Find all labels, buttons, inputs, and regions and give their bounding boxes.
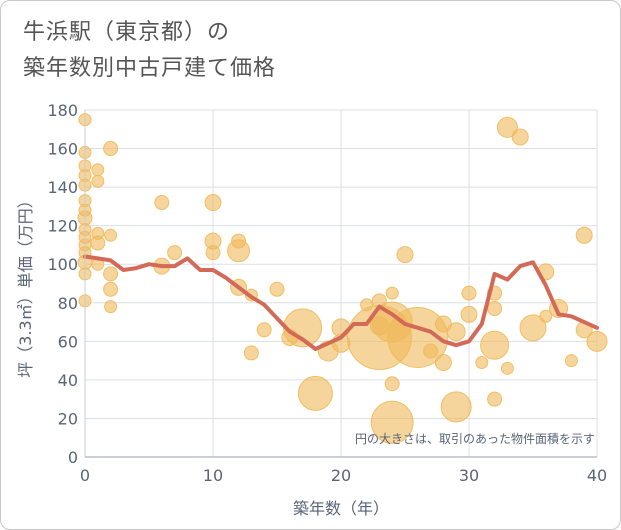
data-bubble	[460, 305, 478, 323]
data-bubble	[269, 281, 285, 297]
data-bubble	[243, 345, 259, 361]
data-bubble	[91, 226, 105, 240]
data-bubble	[487, 391, 503, 407]
data-bubble	[385, 286, 399, 300]
y-tick-label: 40	[58, 371, 78, 390]
data-bubble	[204, 194, 222, 212]
data-bubble	[480, 330, 510, 360]
grid	[84, 109, 598, 458]
data-bubble	[297, 375, 333, 411]
data-bubble	[475, 356, 489, 370]
data-bubble	[511, 128, 529, 146]
data-bubble	[360, 298, 374, 312]
x-tick-label: 40	[587, 466, 607, 485]
data-bubble	[564, 354, 578, 368]
data-bubble	[103, 281, 119, 297]
y-tick-label: 0	[68, 448, 78, 467]
x-tick-label: 30	[459, 466, 479, 485]
data-bubble	[103, 266, 119, 282]
y-tick-label: 120	[47, 217, 78, 236]
data-bubble	[434, 315, 452, 333]
data-bubble	[586, 330, 608, 352]
average-line-series	[83, 254, 599, 351]
y-tick-label: 20	[58, 409, 78, 428]
data-bubble	[487, 301, 503, 317]
size-annotation: 円の大きさは、取引のあった物件面積を示す	[355, 431, 595, 446]
y-tick-label: 100	[47, 255, 78, 274]
data-bubble	[440, 391, 472, 423]
data-bubble	[434, 354, 452, 372]
data-bubble	[103, 141, 119, 157]
chart-title: 牛浜駅（東京都）の 築年数別中古戸建て価格	[23, 15, 276, 87]
data-bubble	[91, 163, 105, 177]
data-bubble	[167, 245, 183, 261]
bubble-series	[77, 113, 608, 444]
data-bubble	[519, 314, 547, 342]
data-bubble	[384, 376, 400, 392]
data-bubble	[256, 322, 272, 338]
data-bubble	[461, 285, 477, 301]
data-bubble	[91, 174, 105, 188]
data-bubble	[154, 195, 170, 211]
data-bubble	[496, 116, 518, 138]
data-bubble	[104, 228, 118, 242]
x-tick-label: 10	[203, 466, 223, 485]
y-axis-label: 坪（3.3㎡）単価（万円）	[16, 192, 35, 377]
x-tick-label: 20	[331, 466, 351, 485]
data-bubble	[575, 226, 593, 244]
y-tick-label: 180	[47, 101, 78, 120]
data-bubble	[500, 361, 514, 375]
data-bubble	[396, 246, 414, 264]
y-tick-label: 60	[58, 332, 78, 351]
data-bubble	[104, 300, 118, 314]
data-bubble	[370, 400, 414, 444]
axes: 0 20 40 60 80 100 120 140 160 180 0 10 20 30 40	[47, 101, 607, 485]
data-bubble	[369, 316, 389, 336]
data-bubble	[539, 309, 553, 323]
y-tick-label: 80	[58, 294, 78, 313]
average-price-line	[83, 254, 599, 351]
data-bubble	[231, 233, 247, 249]
data-bubble	[446, 322, 466, 342]
x-tick-label: 0	[80, 466, 90, 485]
chart-title-line-1: 牛浜駅（東京都）の	[23, 20, 231, 45]
data-bubble	[205, 245, 221, 261]
y-tick-label: 140	[47, 178, 78, 197]
x-axis-label: 築年数（年）	[293, 499, 389, 518]
chart-title-line-2: 築年数別中古戸建て価格	[23, 56, 277, 81]
y-tick-label: 160	[47, 140, 78, 159]
data-bubble	[423, 343, 439, 359]
